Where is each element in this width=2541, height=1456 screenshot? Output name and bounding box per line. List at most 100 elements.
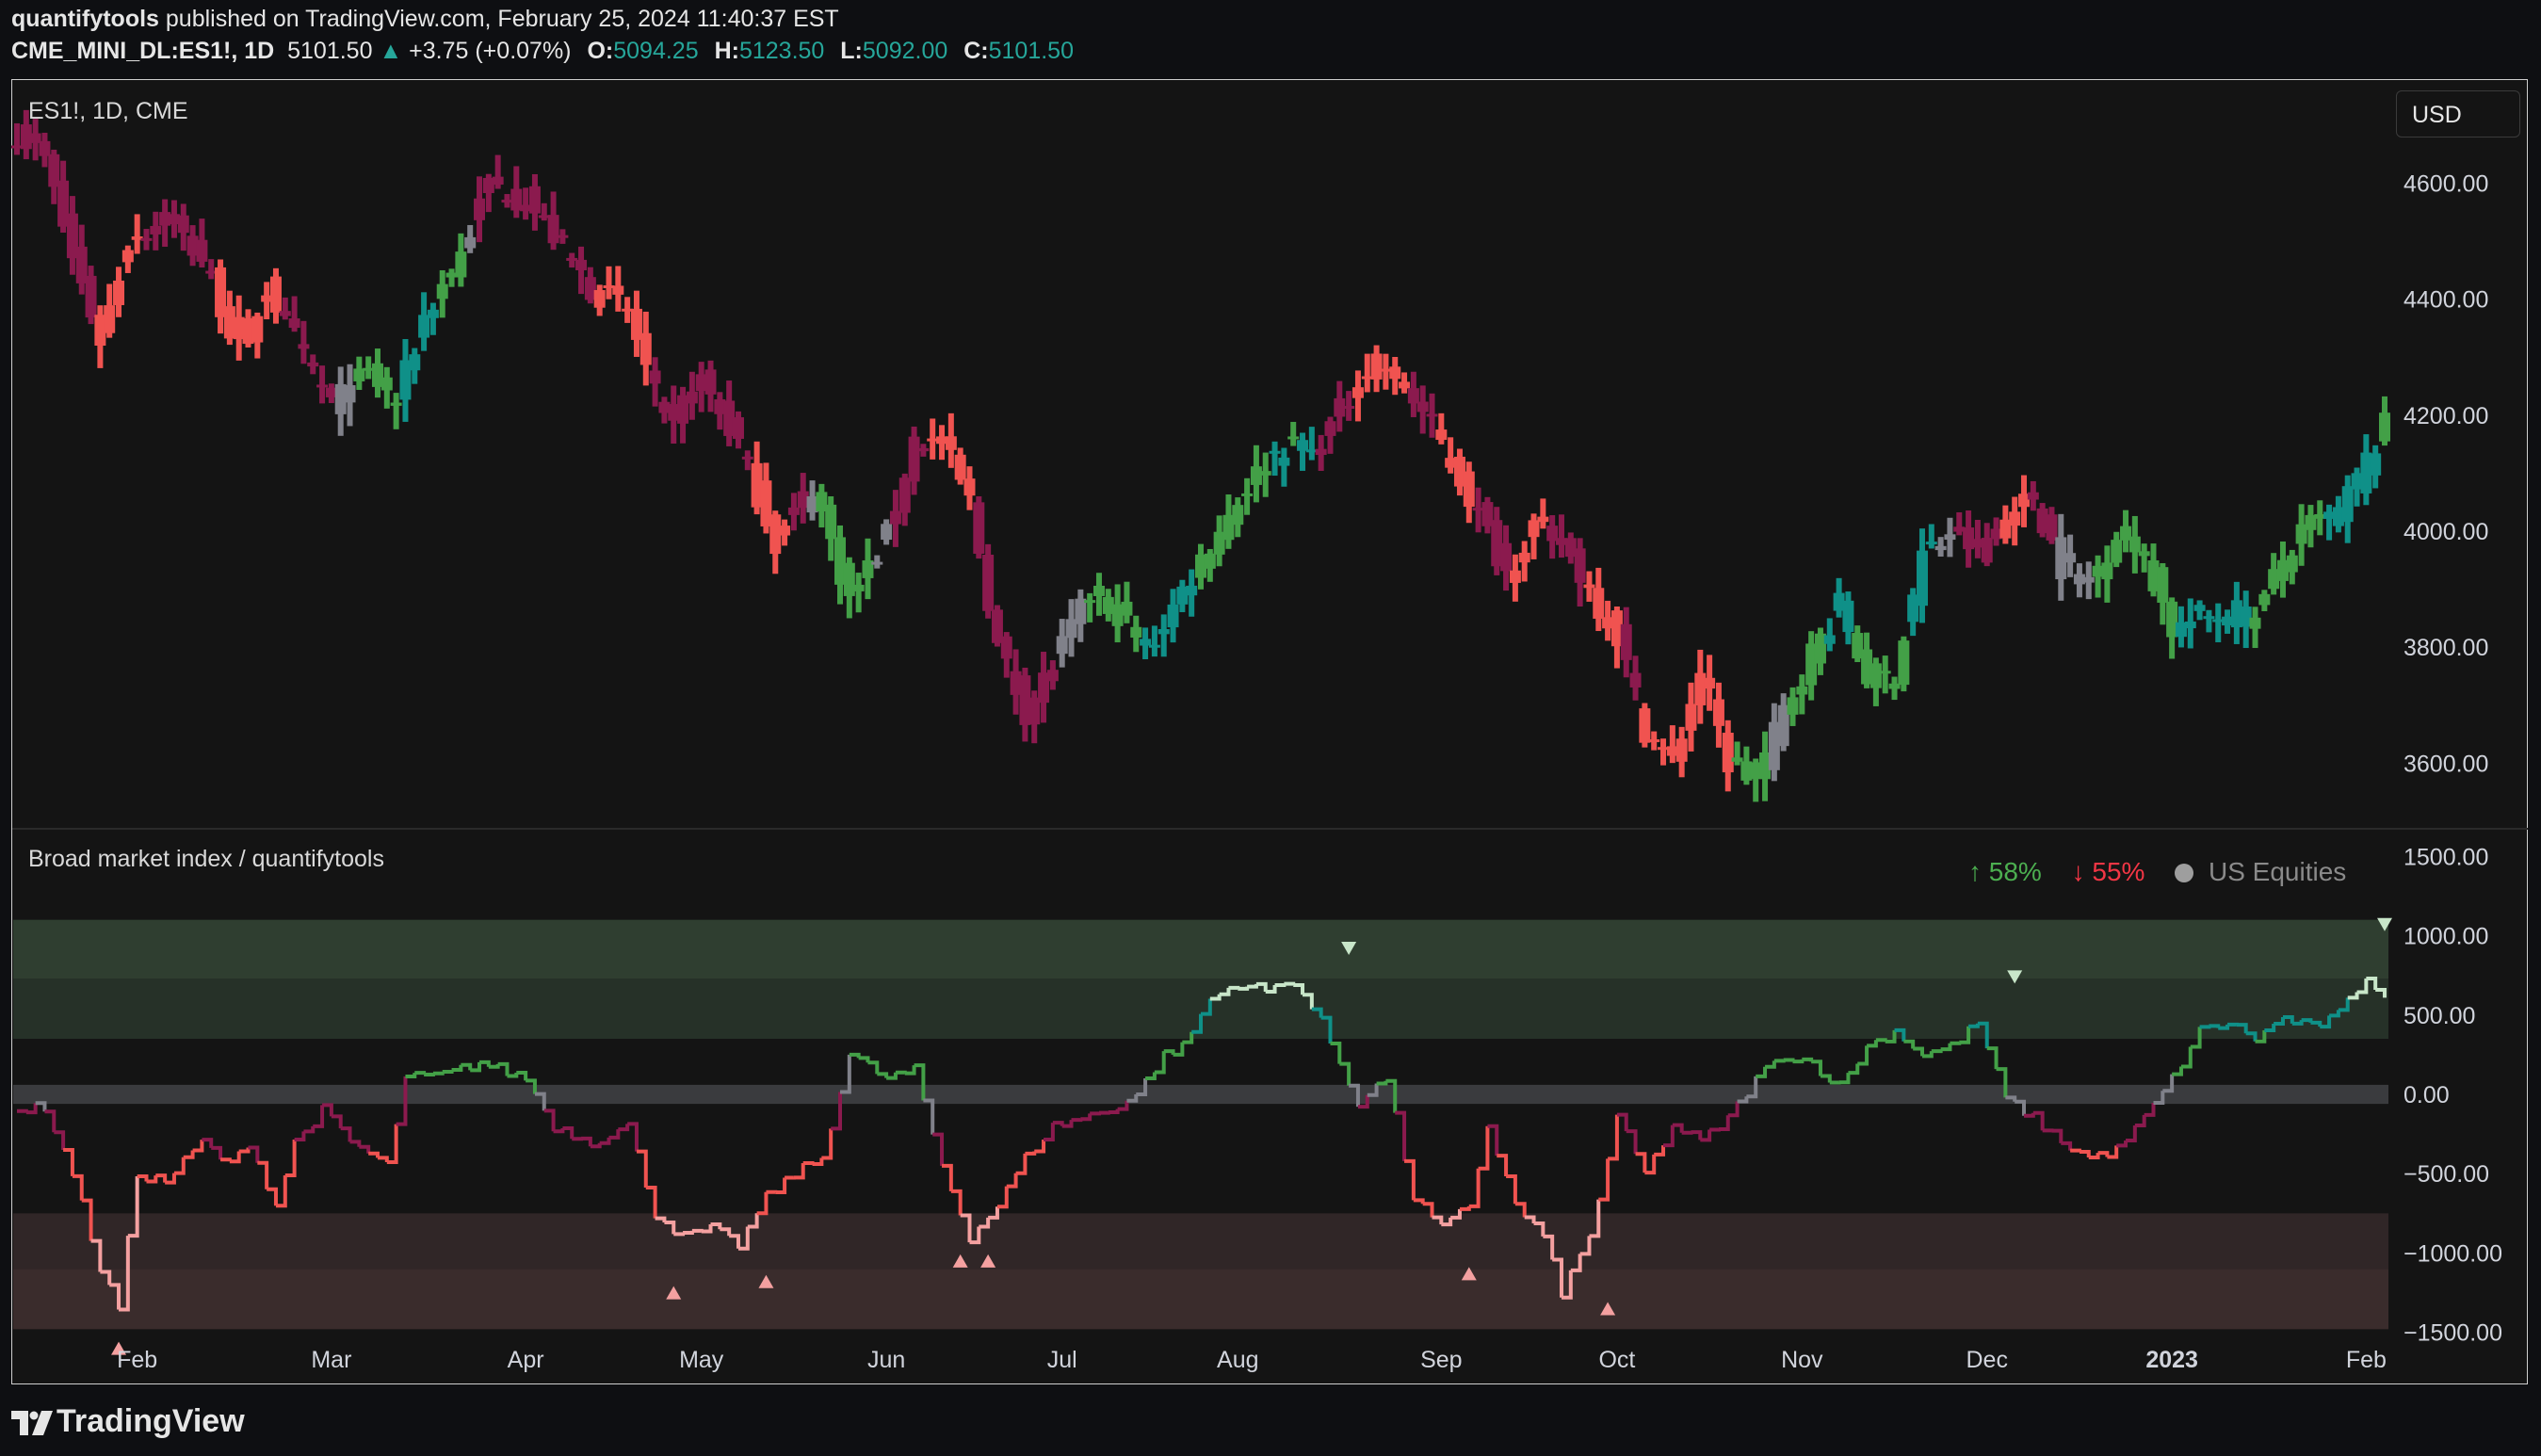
price-bar	[39, 132, 51, 168]
price-bar-body	[779, 526, 791, 536]
price-bar-range	[1928, 524, 1934, 549]
price-bar	[1963, 510, 1975, 568]
time-axis-tick: Jun	[867, 1347, 905, 1373]
publisher-name[interactable]: quantifytools	[11, 6, 159, 32]
oscillator-segment	[1255, 981, 1268, 993]
price-bar-body	[20, 124, 32, 150]
oscillator-segment	[1996, 1067, 2008, 1098]
price-bar-body	[344, 385, 356, 403]
price-bar-body	[2222, 616, 2234, 626]
price-bar	[1694, 649, 1707, 724]
price-bar	[474, 176, 486, 243]
oscillator-segment	[1894, 1027, 1906, 1042]
indicator-axis-tick: −500.00	[2403, 1161, 2489, 1188]
price-bar	[1213, 515, 1225, 567]
price-bar	[1065, 599, 1077, 657]
oscillator-segment	[1209, 994, 1222, 1001]
currency-button[interactable]: USD	[2396, 90, 2520, 138]
oscillator-segment	[831, 1092, 843, 1131]
price-bar	[1046, 660, 1059, 690]
price-bar	[566, 252, 578, 268]
price-bar-body	[2120, 526, 2132, 541]
tradingview-logo[interactable]: TradingView	[11, 1403, 245, 1440]
oscillator-segment	[2116, 1141, 2128, 1148]
price-bar-body	[622, 308, 634, 312]
price-bar-body	[1981, 538, 1993, 563]
price-bar	[816, 483, 828, 528]
price-bar	[1019, 667, 1031, 742]
indicator-band	[13, 1084, 2388, 1105]
price-bar-range	[1383, 353, 1389, 390]
price-bar-body	[1445, 458, 1457, 468]
price-bar-body	[1722, 733, 1734, 773]
oscillator-segment	[581, 1136, 592, 1147]
indicator-pane-label[interactable]: Broad market index / quantifytools	[28, 846, 384, 872]
main-pane-label[interactable]: ES1!, 1D, CME	[28, 98, 188, 124]
price-bar-body	[371, 363, 383, 387]
price-bar	[1305, 427, 1318, 461]
price-bar-range	[2326, 504, 2333, 541]
price-bar-range	[1290, 421, 1297, 446]
price-bar	[445, 268, 458, 287]
price-bar	[1472, 487, 1484, 533]
oscillator-segment	[1654, 1145, 1666, 1157]
price-bar	[723, 380, 736, 446]
oscillator-segment	[1718, 1115, 1730, 1131]
oscillator-segment	[2218, 1024, 2230, 1030]
signal-up-marker	[666, 1286, 682, 1300]
price-bar-body	[2092, 565, 2104, 577]
price-bar-body	[1500, 542, 1513, 572]
oscillator-segment	[1191, 1013, 1203, 1034]
price-bar	[390, 393, 402, 429]
oscillator-segment	[220, 1157, 232, 1162]
price-bar-body	[1694, 672, 1707, 705]
price-bar-body	[1971, 539, 1983, 548]
oscillator-segment	[1857, 1045, 1869, 1066]
oscillator-segment	[1533, 1221, 1546, 1237]
oscillator-segment	[1903, 1039, 1916, 1049]
oscillator-segment	[146, 1175, 158, 1184]
oscillator-segment	[1404, 1158, 1416, 1201]
price-bar	[630, 290, 642, 357]
oscillator-segment	[368, 1151, 380, 1158]
price-bar-body	[334, 383, 347, 414]
price-bar-body	[121, 250, 134, 263]
symbol-name[interactable]: CME_MINI_DL:ES1!, 1D	[11, 38, 275, 64]
price-bar	[1879, 655, 1891, 694]
price-bar-body	[186, 235, 199, 256]
price-bar	[806, 480, 818, 521]
price-bar	[2064, 534, 2077, 577]
price-bar-body	[1787, 697, 1799, 715]
price-bar	[1934, 537, 1947, 557]
price-bar-body	[787, 507, 800, 515]
price-bar	[1204, 548, 1216, 582]
price-bar	[1518, 541, 1530, 582]
oscillator-segment	[2079, 1149, 2091, 1157]
oscillator-segment	[673, 1232, 686, 1237]
price-bar-body	[1593, 588, 1605, 619]
price-bar-body	[686, 391, 698, 404]
price-bar-body	[1222, 514, 1235, 541]
price-bar	[658, 396, 671, 424]
oscillator-segment	[72, 1173, 84, 1201]
price-bar-body	[963, 478, 976, 496]
price-bar	[2036, 503, 2048, 538]
price-bar	[908, 426, 920, 495]
price-bar	[279, 297, 291, 320]
price-bar	[1167, 589, 1179, 643]
price-bar-body	[94, 315, 106, 347]
oscillator-segment	[627, 1122, 639, 1152]
price-bar	[1685, 682, 1697, 752]
price-bar	[1084, 592, 1096, 623]
oscillator-segment	[25, 1103, 38, 1115]
oscillator-segment	[534, 1092, 546, 1111]
oscillator-segment	[396, 1076, 408, 1126]
close-label: C:	[963, 38, 989, 64]
price-bar	[797, 473, 809, 524]
signal-up-marker	[111, 1341, 127, 1355]
oscillator-segment	[1700, 1129, 1712, 1142]
price-bar-body	[1351, 387, 1364, 398]
price-bar-range	[208, 259, 215, 280]
price-bar-body	[917, 447, 930, 452]
